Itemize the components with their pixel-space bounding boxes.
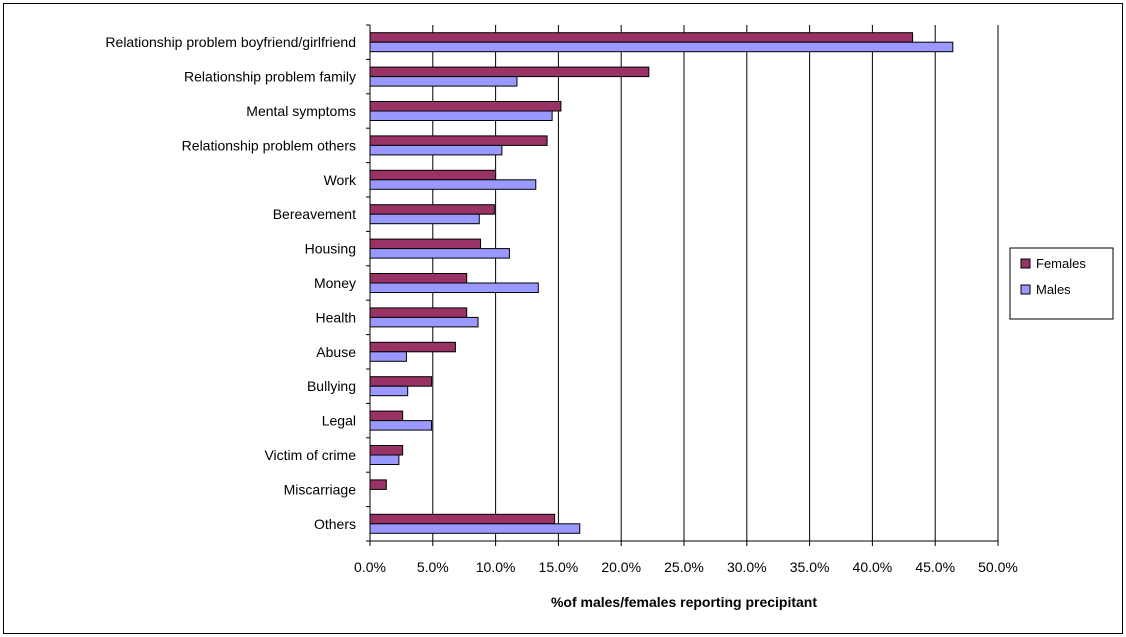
x-tick-label: 40.0%: [853, 559, 893, 575]
category-label: Abuse: [316, 344, 356, 360]
category-label: Relationship problem boyfriend/girlfrien…: [105, 34, 356, 50]
legend-label-males: Males: [1036, 282, 1071, 297]
category-label: Relationship problem family: [184, 69, 356, 85]
bar-males-12: [369, 420, 433, 431]
bar-females-5: [369, 169, 497, 181]
category-label: Mental symptoms: [246, 103, 356, 119]
bar-females-15: [369, 513, 556, 525]
bar-females-13: [369, 445, 404, 456]
bar-females-4: [369, 135, 548, 146]
bar-females-9: [369, 307, 468, 318]
bar-females-7: [369, 238, 482, 250]
bar-males-8: [369, 282, 539, 293]
x-tick-label: 5.0%: [417, 559, 449, 575]
bar-males-13: [369, 454, 400, 465]
bar-males-15: [369, 523, 581, 534]
bar-females-1: [369, 32, 914, 43]
x-tick-label: 30.0%: [727, 559, 767, 575]
x-tick-label: 25.0%: [664, 559, 704, 575]
bar-females-14: [369, 479, 387, 490]
bar-females-10: [369, 341, 456, 353]
x-tick-label: 0.0%: [354, 559, 386, 575]
bar-females-8: [369, 273, 468, 284]
x-tick-label: 50.0%: [978, 559, 1018, 575]
category-label: Bullying: [307, 378, 356, 394]
category-label: Bereavement: [273, 206, 356, 222]
chart-frame: Relationship problem boyfriend/girlfrien…: [3, 3, 1123, 634]
bar-males-7: [369, 248, 510, 259]
x-axis-title: %of males/females reporting precipitant: [551, 594, 817, 610]
x-tick-label: 45.0%: [915, 559, 955, 575]
bar-males-11: [369, 385, 409, 397]
bar-females-6: [369, 204, 495, 215]
bar-females-12: [369, 410, 404, 422]
category-label: Victim of crime: [264, 447, 356, 463]
category-label: Miscarriage: [284, 481, 357, 497]
x-tick-label: 35.0%: [790, 559, 830, 575]
x-tick-label: 10.0%: [476, 559, 516, 575]
x-tick-label: 20.0%: [601, 559, 641, 575]
category-label: Housing: [305, 241, 356, 257]
category-label: Legal: [322, 413, 356, 429]
bar-males-9: [369, 316, 479, 328]
bar-females-3: [369, 101, 562, 112]
legend-label-females: Females: [1036, 256, 1086, 271]
category-label: Relationship problem others: [182, 137, 356, 153]
bar-males-2: [369, 76, 518, 87]
bar-males-1: [369, 41, 954, 53]
category-label: Money: [314, 275, 356, 291]
category-label: Health: [316, 309, 356, 325]
bar-males-6: [369, 213, 480, 225]
bar-males-5: [369, 179, 537, 190]
x-tick-label: 15.0%: [539, 559, 579, 575]
legend-swatch-males: [1020, 284, 1031, 295]
bar-males-4: [369, 144, 503, 156]
bar-females-2: [369, 66, 650, 78]
bar-females-11: [369, 376, 433, 387]
bar-males-3: [369, 110, 553, 121]
legend-swatch-females: [1020, 258, 1031, 269]
chart-svg: Relationship problem boyfriend/girlfrien…: [105, 24, 1114, 610]
category-label: Work: [324, 172, 357, 188]
category-label: Others: [314, 516, 356, 532]
bar-males-10: [369, 351, 407, 362]
